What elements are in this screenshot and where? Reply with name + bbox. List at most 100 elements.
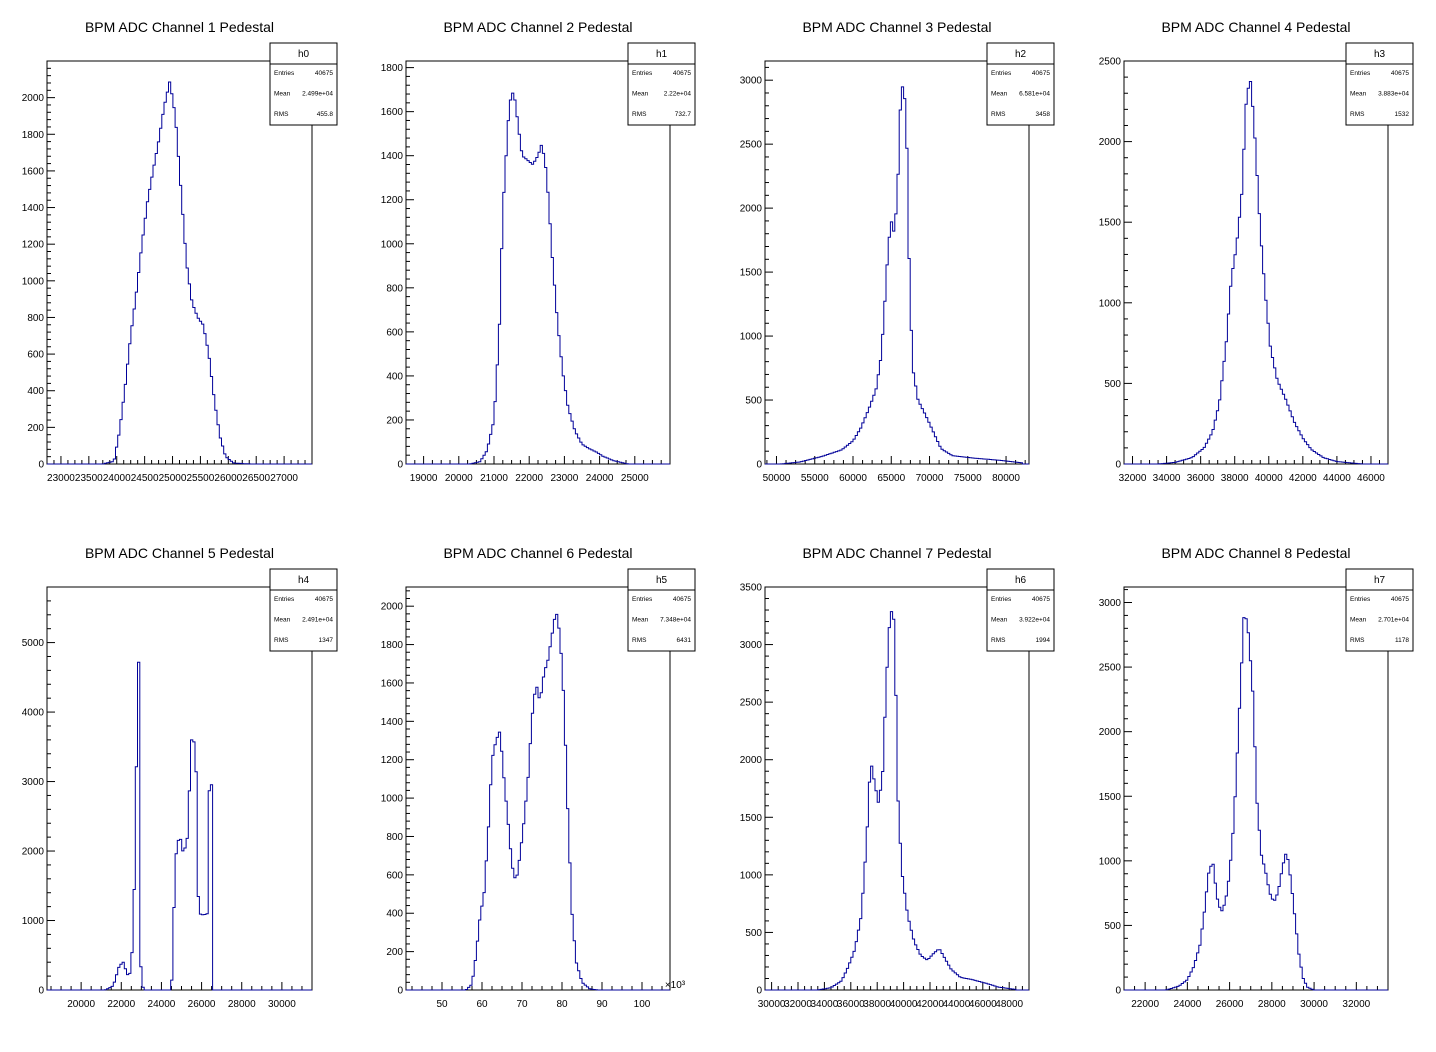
- stats-key: Entries: [991, 596, 1012, 603]
- y-tick-label: 3000: [740, 640, 763, 651]
- x-tick-label: 48000: [995, 999, 1023, 1010]
- stats-value: 1994: [1036, 637, 1051, 644]
- y-tick-label: 0: [1115, 460, 1121, 471]
- chart-title: BPM ADC Channel 4 Pedestal: [1161, 19, 1350, 35]
- histogram-panel-4: BPM ADC Channel 4 Pedestal 32000 34000 3600…: [1099, 19, 1414, 484]
- x-tick-label: 20000: [445, 473, 473, 484]
- stats-value: 3.922e+04: [1019, 617, 1050, 624]
- y-tick-label: 200: [386, 947, 403, 958]
- stats-key: RMS: [991, 111, 1006, 118]
- y-tick-label: 1000: [22, 916, 45, 927]
- y-tick-label: 400: [386, 371, 403, 382]
- y-tick-label: 1200: [22, 240, 45, 251]
- y-tick-label: 500: [745, 396, 762, 407]
- stats-box: h0 Entries 40675 Mean 2.499e+04 RMS 455.8: [269, 42, 338, 126]
- stats-key: Entries: [1350, 70, 1371, 77]
- x-tick-label: 22000: [1131, 999, 1159, 1010]
- x-tick-label: 90: [596, 999, 608, 1010]
- y-tick-label: 1800: [22, 130, 45, 141]
- histogram-line: [765, 86, 1029, 465]
- x-tick-label: 22000: [107, 999, 135, 1010]
- stats-value: 1347: [319, 637, 334, 644]
- stats-key: RMS: [632, 637, 647, 644]
- y-tick-label: 2000: [1099, 137, 1122, 148]
- chart-title: BPM ADC Channel 2 Pedestal: [443, 19, 632, 35]
- y-tick-label: 1000: [22, 276, 45, 287]
- stats-value: 6431: [677, 637, 692, 644]
- y-tick-label: 1000: [1099, 298, 1122, 309]
- y-tick-label: 3500: [740, 583, 763, 594]
- x-tick-label: 25500: [187, 473, 215, 484]
- stats-box: h2 Entries 40675 Mean 6.581e+04 RMS 3458: [986, 42, 1055, 126]
- y-tick-label: 4000: [22, 708, 45, 719]
- stats-key: Mean: [991, 91, 1008, 98]
- x-tick-label: 36000: [1187, 473, 1215, 484]
- x-tick-label: 30000: [1300, 999, 1328, 1010]
- stats-key: RMS: [274, 637, 289, 644]
- chart-title: BPM ADC Channel 7 Pedestal: [802, 545, 991, 561]
- x-tick-label: 24000: [1173, 999, 1201, 1010]
- stats-key: Entries: [1350, 596, 1371, 603]
- histogram-name: h6: [1015, 575, 1027, 586]
- histogram-name: h2: [1015, 49, 1027, 60]
- plot-frame: [405, 586, 671, 991]
- stats-key: Mean: [1350, 617, 1367, 624]
- stats-box-frame: [627, 42, 696, 126]
- x-tick-label: 23000: [47, 473, 75, 484]
- y-tick-label: 600: [386, 870, 403, 881]
- plot-frame: [1123, 586, 1389, 991]
- stats-value: 40675: [1032, 596, 1050, 603]
- x-tick-label: 20000: [67, 999, 95, 1010]
- x-tick-label: 27000: [270, 473, 298, 484]
- stats-key: RMS: [1350, 637, 1365, 644]
- chart-title: BPM ADC Channel 3 Pedestal: [802, 19, 991, 35]
- stats-value: 1178: [1395, 637, 1409, 644]
- x-tick-label: 80: [556, 999, 568, 1010]
- stats-value: 6.581e+04: [1019, 91, 1050, 98]
- histogram-line: [47, 81, 312, 465]
- chart-title: BPM ADC Channel 8 Pedestal: [1161, 545, 1350, 561]
- y-tick-label: 3000: [1099, 598, 1122, 609]
- histogram-name: h0: [298, 49, 310, 60]
- stats-key: Mean: [632, 91, 649, 98]
- stats-box: h4 Entries 40675 Mean 2.491e+04 RMS 1347: [269, 568, 338, 652]
- x-tick-label: 40000: [890, 999, 918, 1010]
- stats-box-frame: [269, 42, 338, 126]
- y-tick-label: 1200: [381, 755, 404, 766]
- histogram-panel-2: BPM ADC Channel 2 Pedestal 19000 20000 2100…: [381, 19, 696, 484]
- y-tick-label: 800: [386, 283, 403, 294]
- stats-key: RMS: [991, 637, 1006, 644]
- stats-key: Entries: [274, 596, 295, 603]
- x-tick-label: 75000: [954, 473, 982, 484]
- y-tick-label: 1500: [740, 813, 763, 824]
- y-tick-label: 1500: [1099, 792, 1122, 803]
- y-tick-label: 1000: [381, 794, 404, 805]
- y-tick-label: 1400: [22, 203, 45, 214]
- x-tick-label: 50000: [763, 473, 791, 484]
- x-tick-label: 30000: [758, 999, 786, 1010]
- y-tick-label: 3000: [740, 76, 763, 87]
- x-tick-label: 26500: [242, 473, 270, 484]
- y-tick-label: 800: [27, 313, 44, 324]
- x-tick-label: 34000: [1153, 473, 1181, 484]
- x-tick-label: 26000: [1216, 999, 1244, 1010]
- y-tick-label: 2000: [740, 755, 763, 766]
- y-tick-label: 800: [386, 832, 403, 843]
- stats-value: 2.22e+04: [664, 91, 692, 98]
- x-tick-label: 100: [634, 999, 651, 1010]
- x-tick-label: 25000: [159, 473, 187, 484]
- x-tick-label: 65000: [877, 473, 905, 484]
- y-tick-label: 0: [38, 986, 44, 997]
- y-tick-label: 600: [386, 327, 403, 338]
- x-tick-label: 21000: [480, 473, 508, 484]
- stats-box-frame: [986, 42, 1055, 126]
- x-tick-label: 24500: [131, 473, 159, 484]
- y-tick-label: 2000: [1099, 727, 1122, 738]
- x-tick-label: 34000: [810, 999, 838, 1010]
- x-tick-label: 32000: [1342, 999, 1370, 1010]
- chart-title: BPM ADC Channel 1 Pedestal: [85, 19, 274, 35]
- y-tick-label: 0: [1115, 986, 1121, 997]
- stats-box-frame: [269, 568, 338, 652]
- histogram-panel-8: BPM ADC Channel 8 Pedestal 22000 24000 2600…: [1099, 545, 1414, 1010]
